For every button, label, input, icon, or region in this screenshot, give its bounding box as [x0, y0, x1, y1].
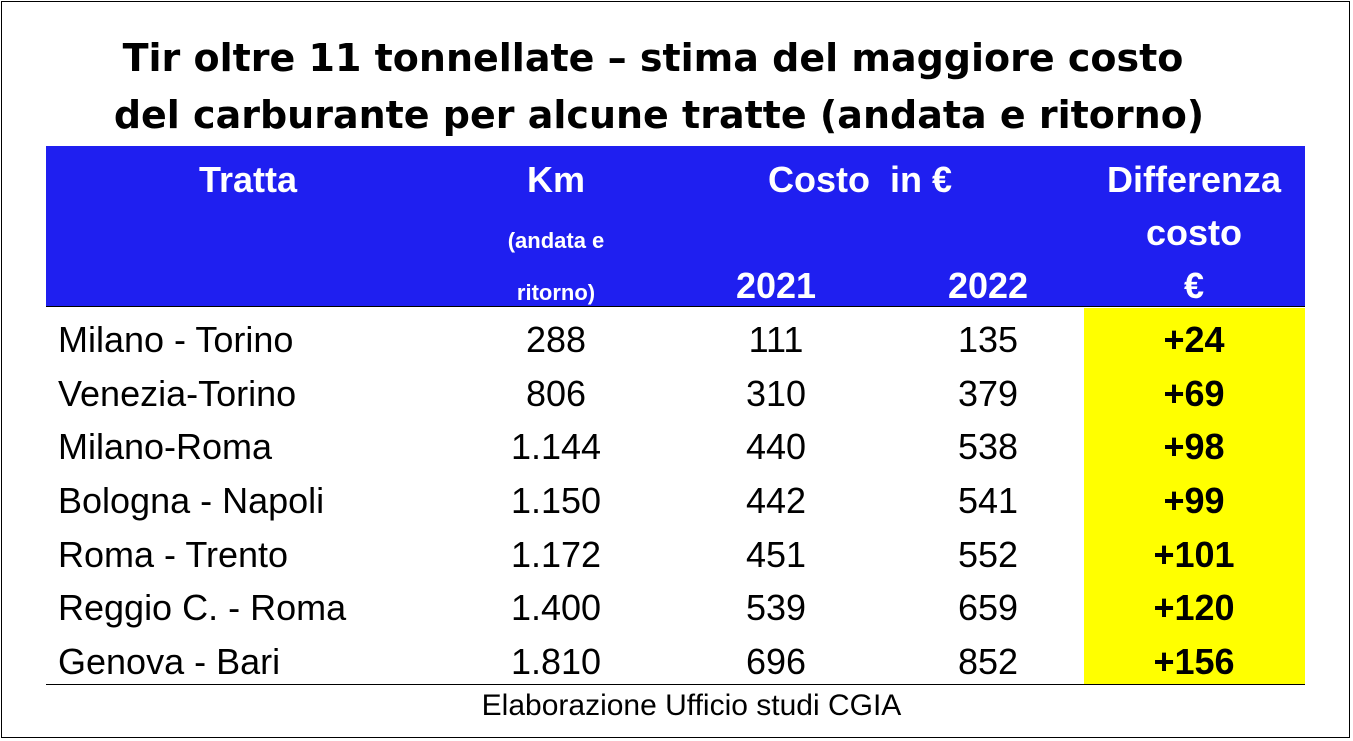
cost-2022-cell: 541: [957, 480, 1019, 521]
cost-2021-cell: 451: [745, 534, 807, 575]
cost-2021-cell: 310: [745, 373, 807, 414]
header-year-2021: 2021: [735, 265, 817, 306]
cost-2022-cell: 379: [957, 373, 1019, 414]
header-km: Km: [526, 159, 585, 200]
header-euro: €: [1183, 265, 1205, 306]
cost-2021-cell: 696: [745, 641, 807, 682]
difference-cell: +24: [1163, 319, 1225, 360]
header-costo-diff: costo: [1145, 212, 1242, 253]
header-tratta: Tratta: [198, 159, 298, 200]
cost-2021-cell: 440: [745, 426, 807, 467]
difference-cell: +98: [1163, 426, 1225, 467]
cost-2022-cell: 552: [957, 534, 1019, 575]
table-header: Tratta Km (andata e ritorno) Costo in € …: [46, 146, 1305, 306]
table-title-line-2: del carburante per alcune tratte (andata…: [113, 93, 1205, 137]
km-cell: 1.172: [510, 534, 602, 575]
cost-2021-cell: 111: [748, 319, 804, 360]
km-cell: 1.150: [510, 480, 602, 521]
header-km-note-1: (andata e: [507, 228, 605, 253]
route-cell: Bologna - Napoli: [58, 480, 325, 521]
cost-2022-cell: 135: [957, 319, 1019, 360]
header-costo: Costo in €: [767, 159, 952, 200]
cost-2022-cell: 538: [957, 426, 1019, 467]
cost-2021-cell: 539: [745, 587, 807, 628]
cost-2022-cell: 852: [957, 641, 1019, 682]
km-cell: 288: [525, 319, 587, 360]
difference-cell: +99: [1163, 480, 1225, 521]
difference-cell: +120: [1153, 587, 1235, 628]
km-cell: 1.810: [510, 641, 602, 682]
header-divider: [46, 306, 1305, 307]
route-cell: Roma - Trento: [58, 534, 289, 575]
difference-cell: +101: [1153, 534, 1235, 575]
route-cell: Reggio C. - Roma: [58, 587, 347, 628]
km-cell: 806: [525, 373, 587, 414]
source-note: Elaborazione Ufficio studi CGIA: [481, 689, 902, 722]
route-cell: Genova - Bari: [58, 641, 281, 682]
route-cell: Milano - Torino: [58, 319, 294, 360]
difference-cell: +156: [1153, 641, 1235, 682]
difference-highlight: [1084, 308, 1305, 684]
difference-cell: +69: [1163, 373, 1225, 414]
table-title-line-1: Tir oltre 11 tonnellate – stima del magg…: [122, 36, 1184, 80]
route-cell: Venezia-Torino: [58, 373, 297, 414]
cost-2021-cell: 442: [745, 480, 807, 521]
header-differenza: Differenza: [1106, 159, 1282, 200]
table-bottom-rule: [46, 684, 1305, 685]
header-km-note-2: ritorno): [516, 280, 596, 305]
header-year-2022: 2022: [947, 265, 1029, 306]
km-cell: 1.400: [510, 587, 602, 628]
cost-2022-cell: 659: [957, 587, 1019, 628]
km-cell: 1.144: [510, 426, 602, 467]
route-cell: Milano-Roma: [58, 426, 273, 467]
